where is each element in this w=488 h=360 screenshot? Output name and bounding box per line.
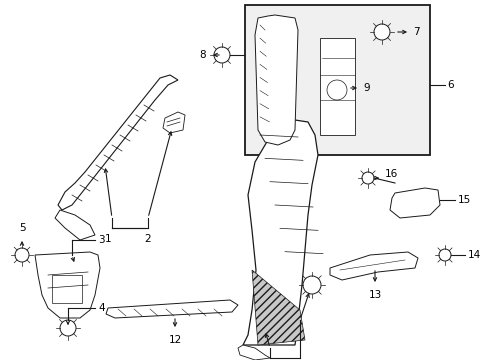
Polygon shape [106,300,238,318]
Polygon shape [329,252,417,280]
Text: 9: 9 [362,83,369,93]
Text: 8: 8 [199,50,205,60]
Text: 4: 4 [98,303,104,313]
Text: 6: 6 [446,80,453,90]
Polygon shape [254,15,297,145]
Text: 1: 1 [104,234,111,244]
Text: 13: 13 [367,290,381,300]
Text: 15: 15 [457,195,470,205]
Circle shape [303,276,320,294]
Circle shape [373,24,389,40]
Polygon shape [251,270,305,345]
Bar [244,5,429,155]
Text: 5: 5 [19,223,25,233]
Circle shape [361,172,373,184]
Polygon shape [243,120,317,345]
Polygon shape [319,38,354,135]
Text: 16: 16 [384,169,397,179]
Circle shape [60,320,76,336]
Text: 14: 14 [467,250,480,260]
Text: 2: 2 [144,234,151,244]
Polygon shape [238,345,269,360]
Polygon shape [55,210,95,240]
Circle shape [214,47,229,63]
Polygon shape [52,275,82,303]
Text: 7: 7 [412,27,419,37]
Polygon shape [58,75,178,210]
Circle shape [438,249,450,261]
Circle shape [326,80,346,100]
Polygon shape [389,188,439,218]
Polygon shape [35,252,100,318]
Text: 12: 12 [168,335,181,345]
Text: 3: 3 [98,235,104,245]
Circle shape [15,248,29,262]
Polygon shape [163,112,184,133]
